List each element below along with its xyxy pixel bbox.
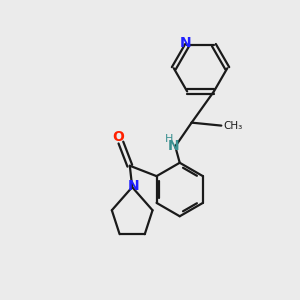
Text: O: O xyxy=(112,130,124,144)
Text: CH₃: CH₃ xyxy=(224,121,243,130)
Text: N: N xyxy=(179,36,191,50)
Text: N: N xyxy=(128,178,140,193)
Text: N: N xyxy=(168,140,180,153)
Text: H: H xyxy=(164,134,173,144)
